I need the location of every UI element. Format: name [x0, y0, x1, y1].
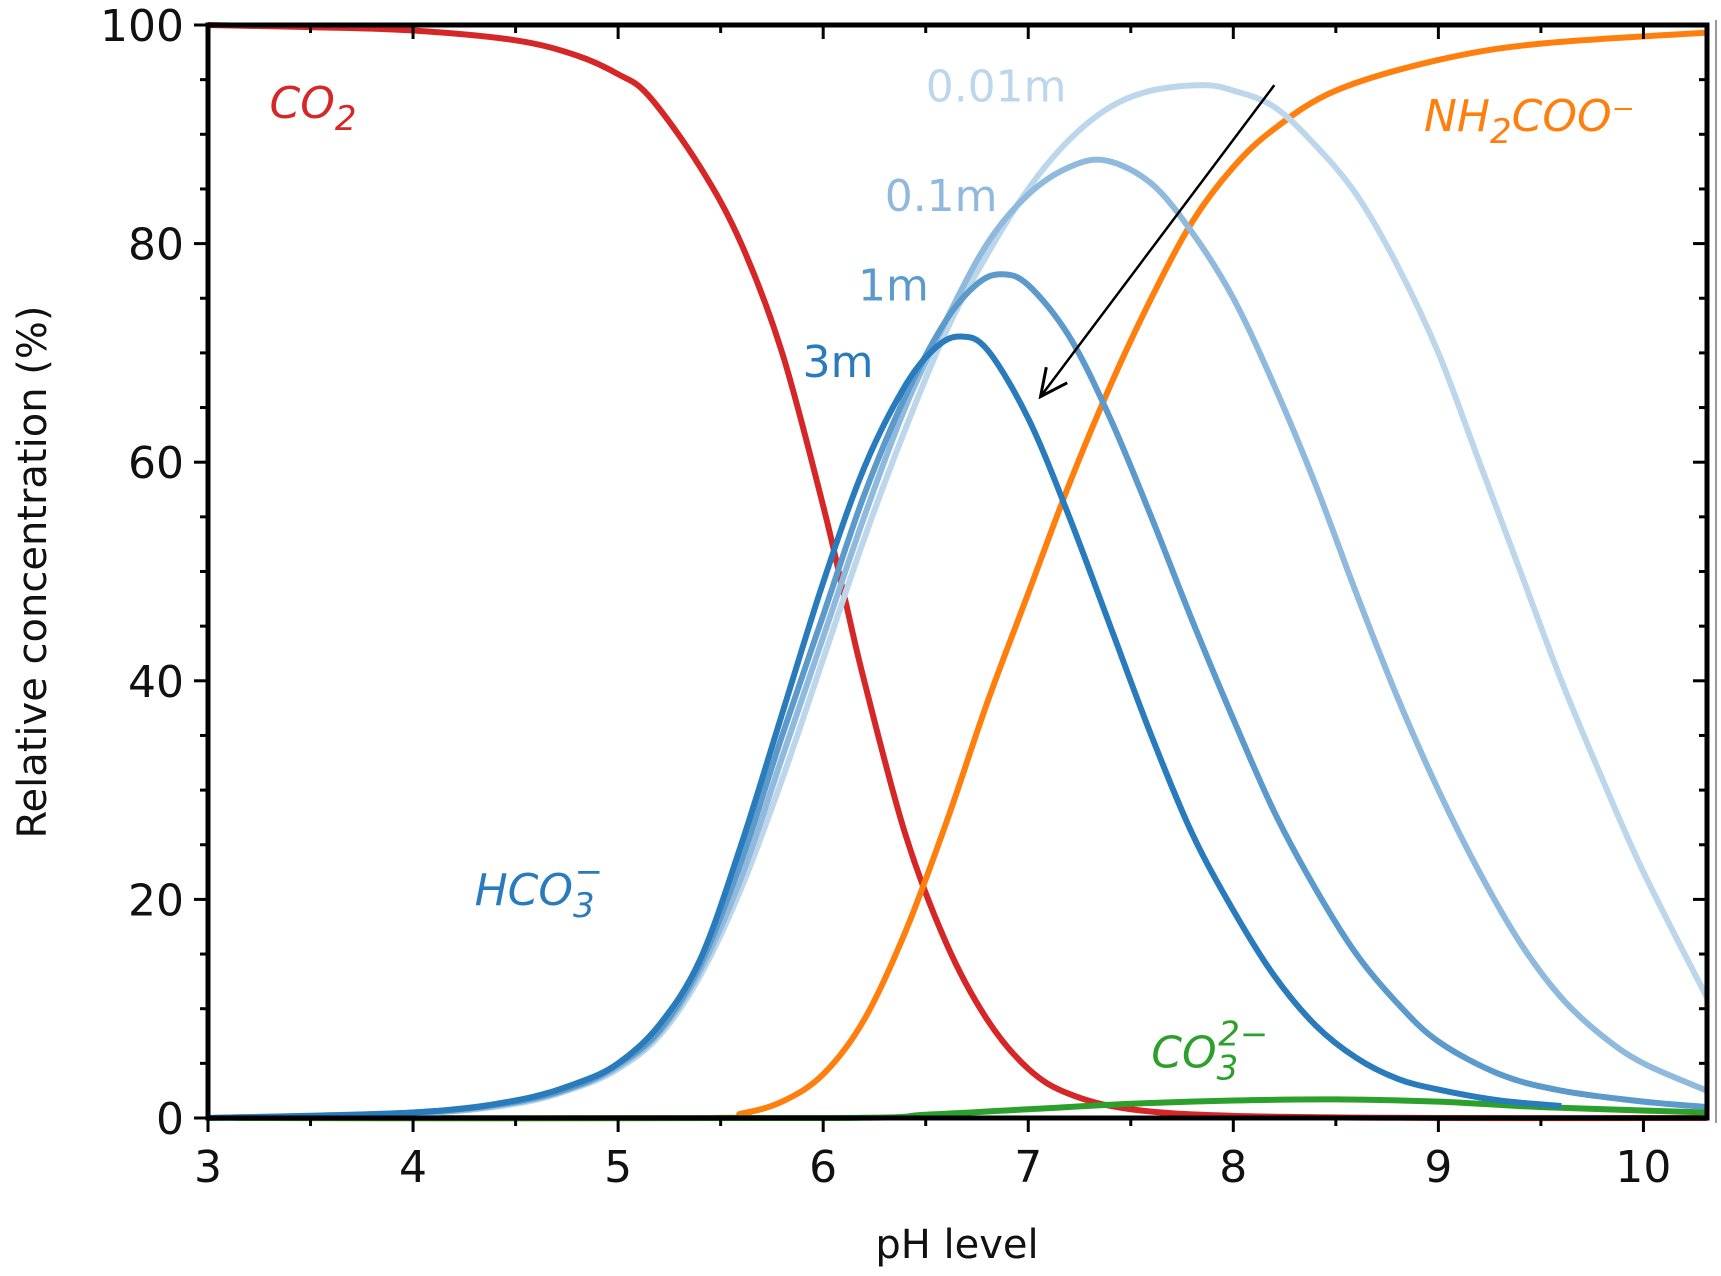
annotation-subscript: 2: [1490, 112, 1512, 152]
annotation-subscript: 3: [1217, 1049, 1239, 1089]
annotation-subscript: 2: [335, 99, 357, 139]
series-line-hco3-3m: [207, 333, 1562, 1121]
x-tick-label: 6: [809, 1142, 837, 1193]
x-axis-label: pH level: [875, 1222, 1038, 1268]
series-line-nh2coo-: [207, 29, 1708, 1122]
y-tick-label: 100: [100, 1, 184, 52]
annotation-superscript: 2−: [1218, 1015, 1268, 1055]
annotation-main: CO: [1151, 1028, 1216, 1079]
annotation-main: CO: [270, 78, 335, 129]
x-tick-label: 7: [1014, 1142, 1042, 1193]
annotation-main: 1m: [858, 260, 929, 311]
y-tick-label: 40: [128, 657, 184, 708]
annotation-main: 3m: [803, 337, 874, 388]
x-tick-label: 9: [1424, 1142, 1452, 1193]
y-tick-label: 80: [128, 220, 184, 271]
annotation-main: HCO: [475, 865, 573, 916]
trend-arrow-line: [1039, 84, 1276, 398]
annotation-tail: COO⁻: [1512, 91, 1635, 142]
x-tick-label: 8: [1219, 1142, 1247, 1193]
annotation-superscript: −: [575, 852, 604, 892]
series-annotation-0-1m: 0.1m: [885, 171, 998, 222]
series-annotation-nh: NH2COO⁻: [1424, 91, 1635, 152]
annotation-main: NH: [1424, 91, 1490, 142]
series-annotation-0-01m: 0.01m: [926, 62, 1067, 113]
x-tick-label: 4: [399, 1142, 427, 1193]
series-annotation-co: CO2: [270, 78, 357, 139]
series-line-hco3-1m: [207, 271, 1708, 1121]
x-tick-label: 3: [194, 1142, 222, 1193]
y-axis-label: Relative concentration (%): [10, 306, 56, 839]
series-annotation-hco: HCO3−: [475, 852, 604, 926]
annotation-main: 0.1m: [885, 171, 998, 222]
series-annotation-co: CO32−: [1151, 1015, 1268, 1089]
annotation-main: 0.01m: [926, 62, 1067, 113]
y-tick-label: 20: [128, 875, 184, 926]
y-tick-label: 60: [128, 438, 184, 489]
series-annotation-1m: 1m: [858, 260, 929, 311]
trend-arrowhead-icon: [1038, 366, 1068, 400]
x-tick-label: 5: [604, 1142, 632, 1193]
y-tick-label: 0: [156, 1094, 184, 1145]
annotation-subscript: 3: [573, 886, 595, 926]
x-tick-label: 10: [1615, 1142, 1671, 1193]
series-annotation-3m: 3m: [803, 337, 874, 388]
